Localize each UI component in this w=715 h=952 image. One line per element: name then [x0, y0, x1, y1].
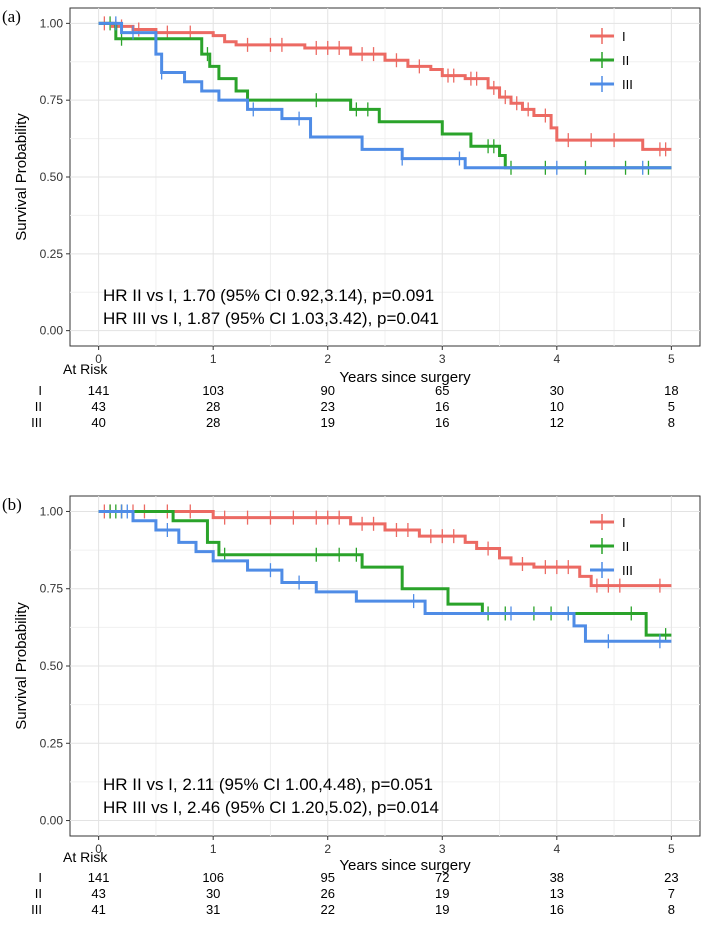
x-tick-label: 4 — [553, 842, 560, 856]
risk-count: 141 — [88, 383, 110, 398]
risk-count: 95 — [320, 870, 334, 885]
x-tick-label: 3 — [439, 842, 446, 856]
risk-count: 106 — [202, 870, 224, 885]
y-tick-label: 0.50 — [40, 170, 64, 184]
survival-curve-iii — [98, 21, 672, 170]
risk-count: 38 — [550, 870, 564, 885]
legend-label: I — [622, 29, 626, 44]
y-tick-label: 0.00 — [40, 814, 64, 828]
risk-count: 43 — [91, 886, 105, 901]
x-tick-label: 5 — [668, 842, 675, 856]
x-tick-label: 0 — [95, 842, 102, 856]
y-tick-label: 1.00 — [40, 504, 64, 518]
risk-row-group: II — [35, 399, 42, 414]
risk-count: 65 — [435, 383, 449, 398]
legend-label: III — [622, 563, 633, 578]
risk-count: 23 — [320, 399, 334, 414]
risk-row-group: I — [38, 383, 42, 398]
risk-count: 30 — [206, 886, 220, 901]
legend-label: I — [622, 515, 626, 530]
risk-count: 141 — [88, 870, 110, 885]
hr-annotation: HR III vs I, 2.46 (95% CI 1.20,5.02), p=… — [103, 798, 439, 817]
risk-table: At Risk I 141 103 90 65 30 18 II 43 28 23 16 10 5 III 40… — [31, 361, 678, 430]
y-tick-label: 0.25 — [40, 736, 64, 750]
risk-count: 28 — [206, 415, 220, 430]
risk-count: 26 — [320, 886, 334, 901]
legend-label: II — [622, 539, 629, 554]
x-axis-title: Years since surgery — [339, 857, 471, 874]
hr-annotation: HR III vs I, 1.87 (95% CI 1.03,3.42), p=… — [103, 309, 439, 328]
risk-count: 41 — [91, 902, 105, 917]
x-tick-label: 2 — [324, 352, 331, 366]
risk-count: 72 — [435, 870, 449, 885]
x-axis-title: Years since surgery — [339, 369, 471, 386]
hr-annotation: HR II vs I, 1.70 (95% CI 0.92,3.14), p=0… — [103, 286, 434, 305]
risk-count: 22 — [320, 902, 334, 917]
risk-count: 28 — [206, 399, 220, 414]
risk-count: 19 — [435, 902, 449, 917]
hr-annotation: HR II vs I, 2.11 (95% CI 1.00,4.48), p=0… — [103, 775, 433, 794]
y-axis-title: Survival Probability — [13, 602, 30, 730]
y-tick-label: 0.75 — [40, 582, 64, 596]
panel-label: (a) — [2, 7, 21, 26]
risk-count: 19 — [435, 886, 449, 901]
survival-curve-iii — [98, 509, 672, 643]
x-tick-label: 0 — [95, 352, 102, 366]
risk-table-title: At Risk — [63, 849, 108, 865]
risk-count: 7 — [668, 886, 675, 901]
y-tick-label: 0.50 — [40, 659, 64, 673]
risk-count: 5 — [668, 399, 675, 414]
risk-count: 30 — [550, 383, 564, 398]
risk-count: 40 — [91, 415, 105, 430]
risk-count: 18 — [664, 383, 678, 398]
risk-row-group: II — [35, 886, 42, 901]
risk-count: 19 — [320, 415, 334, 430]
legend-label: II — [622, 53, 629, 68]
y-tick-label: 0.25 — [40, 247, 64, 261]
survival-curve-i — [98, 509, 672, 588]
risk-count: 16 — [435, 415, 449, 430]
risk-count: 12 — [550, 415, 564, 430]
risk-count: 43 — [91, 399, 105, 414]
risk-table: At Risk I 141 106 95 72 38 23 II 43 30 26 19 13 7 III 41… — [31, 849, 678, 917]
risk-count: 16 — [435, 399, 449, 414]
x-tick-label: 1 — [210, 352, 217, 366]
x-tick-label: 2 — [324, 842, 331, 856]
survival-curve-ii — [98, 21, 672, 170]
series-i — [98, 504, 672, 593]
x-tick-label: 4 — [553, 352, 560, 366]
panel-label: (b) — [2, 495, 22, 514]
risk-count: 8 — [668, 902, 675, 917]
gridlines — [70, 8, 700, 346]
y-axis-title: Survival Probability — [13, 113, 30, 241]
risk-row-group: III — [31, 902, 42, 917]
risk-row-group: III — [31, 415, 42, 430]
risk-count: 13 — [550, 886, 564, 901]
y-tick-label: 1.00 — [40, 16, 64, 30]
x-tick-label: 5 — [668, 352, 675, 366]
survival-curve-i — [98, 21, 672, 151]
risk-count: 10 — [550, 399, 564, 414]
risk-count: 23 — [664, 870, 678, 885]
x-tick-label: 1 — [210, 842, 217, 856]
y-tick-label: 0.75 — [40, 93, 64, 107]
risk-count: 8 — [668, 415, 675, 430]
risk-count: 90 — [320, 383, 334, 398]
x-tick-label: 3 — [439, 352, 446, 366]
risk-count: 16 — [550, 902, 564, 917]
risk-row-group: I — [38, 870, 42, 885]
risk-table-title: At Risk — [63, 361, 108, 377]
series-iii — [98, 504, 672, 649]
risk-count: 31 — [206, 902, 220, 917]
legend-label: III — [622, 77, 633, 92]
risk-count: 103 — [202, 383, 224, 398]
series-iii — [98, 16, 672, 175]
y-tick-label: 0.00 — [40, 324, 64, 338]
